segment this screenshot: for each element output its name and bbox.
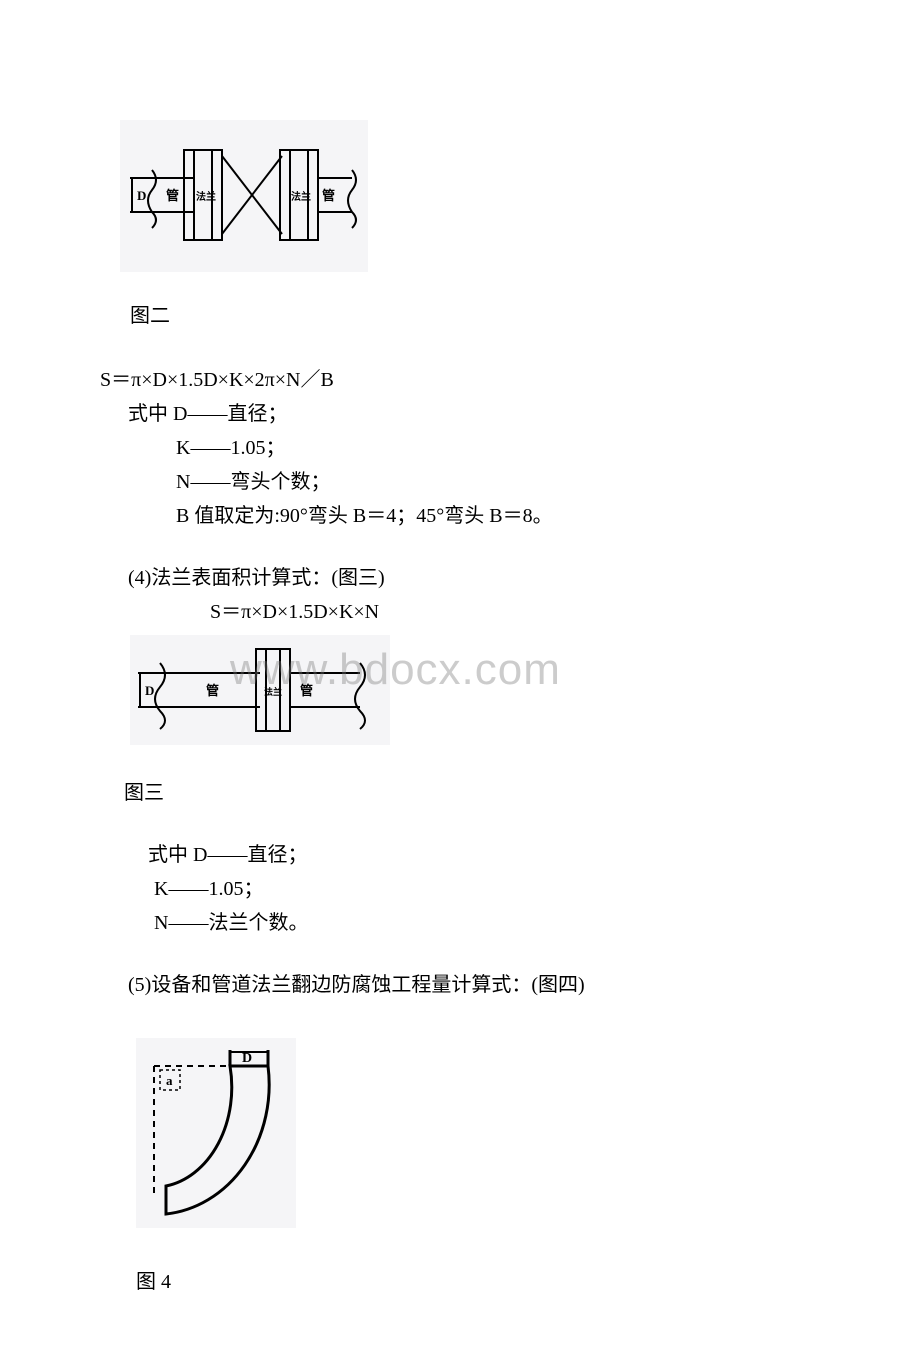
fig4-label-d: D [242,1051,252,1066]
figure-4-svg: D a [136,1038,296,1228]
fig3-label-pipe-left: 管 [206,683,219,698]
figure-2: D 管 法兰 法兰 管 [120,120,368,272]
formula-2-line1: 式中 D——直径； [100,838,820,872]
fig2-label-d: D [137,188,146,203]
figure-2-svg: D 管 法兰 法兰 管 [120,120,368,272]
formula-2-line3: N——法兰个数。 [100,906,820,940]
figure-3-caption: 图三 [124,776,820,810]
section-5-title: (5)设备和管道法兰翻边防腐蚀工程量计算式：(图四) [100,968,820,1002]
figure-4: D a [136,1038,296,1228]
formula-1-main: S＝π×D×1.5D×K×2π×N／B [100,363,820,397]
formula-1-line2: K——1.05； [100,431,820,465]
fig3-label-flange: 法兰 [264,686,282,697]
formula-2-line2: K——1.05； [100,872,820,906]
fig4-label-a: a [166,1073,173,1088]
section-4-title: (4)法兰表面积计算式：(图三) [100,561,820,595]
formula-1-line4: B 值取定为:90°弯头 B＝4；45°弯头 B＝8。 [100,499,820,533]
section-4-formula: S＝π×D×1.5D×K×N [100,595,820,629]
fig3-label-pipe-right: 管 [300,683,313,698]
fig3-label-d: D [145,683,154,698]
formula-1-line3: N——弯头个数； [100,465,820,499]
formula-block-1: S＝π×D×1.5D×K×2π×N／B 式中 D——直径； K——1.05； N… [100,363,820,533]
fig2-label-flange-left: 法兰 [196,190,216,203]
figure-3: D 管 法兰 管 [130,635,390,745]
fig2-label-pipe-right: 管 [322,188,335,203]
fig2-label-flange-right: 法兰 [291,190,311,203]
figure-4-caption: 图 4 [136,1265,820,1299]
fig2-label-pipe-left: 管 [166,188,179,203]
figure-2-caption: 图二 [130,299,820,333]
formula-block-2: 式中 D——直径； K——1.05； N——法兰个数。 [100,838,820,940]
figure-3-svg: D 管 法兰 管 [130,635,390,745]
formula-1-line1: 式中 D——直径； [100,397,820,431]
